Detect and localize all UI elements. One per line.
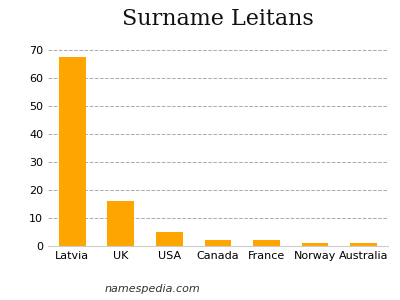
Title: Surname Leitans: Surname Leitans xyxy=(122,8,314,30)
Bar xyxy=(350,243,377,246)
Text: namespedia.com: namespedia.com xyxy=(104,284,200,294)
Bar xyxy=(108,201,134,246)
Bar xyxy=(59,57,86,246)
Bar xyxy=(205,240,231,246)
Bar xyxy=(156,232,183,246)
Bar xyxy=(253,240,280,246)
Bar xyxy=(302,243,328,246)
